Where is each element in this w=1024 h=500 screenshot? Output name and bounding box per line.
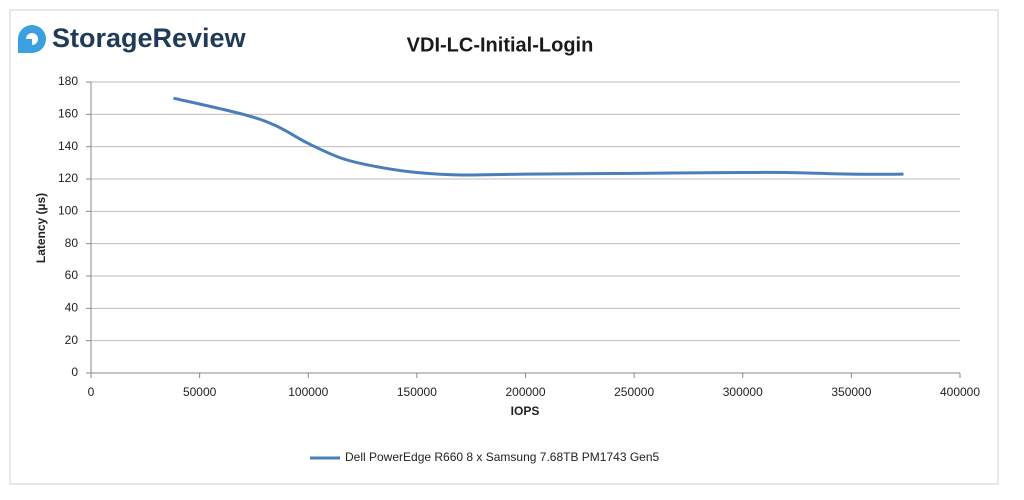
y-tick-label: 180 [58, 74, 78, 88]
logo-icon [18, 25, 46, 53]
y-axis-title: Latency (µs) [34, 193, 48, 263]
x-tick-label: 0 [88, 385, 95, 399]
x-tick-label: 350000 [831, 385, 871, 399]
chart-title: VDI-LC-Initial-Login [407, 34, 594, 56]
y-tick-label: 20 [65, 333, 79, 347]
y-tick-label: 100 [58, 204, 78, 218]
y-tick-label: 0 [71, 365, 78, 379]
x-tick-label: 50000 [183, 385, 217, 399]
y-tick-label: 80 [65, 236, 79, 250]
y-tick-label: 60 [65, 268, 79, 282]
x-axis-title: IOPS [511, 404, 540, 418]
x-tick-label: 200000 [505, 385, 545, 399]
x-tick-label: 250000 [614, 385, 654, 399]
y-tick-label: 120 [58, 171, 78, 185]
y-tick-label: 140 [58, 139, 78, 153]
y-tick-label: 40 [65, 301, 79, 315]
y-tick-label: 160 [58, 107, 78, 121]
logo-text: StorageReview [52, 23, 247, 53]
series-line [173, 96, 904, 177]
legend-label: Dell PowerEdge R660 8 x Samsung 7.68TB P… [345, 450, 660, 464]
x-tick-label: 150000 [397, 385, 437, 399]
x-tick-label: 400000 [940, 385, 980, 399]
chart-frame [9, 9, 999, 485]
x-tick-label: 100000 [288, 385, 328, 399]
x-tick-label: 300000 [723, 385, 763, 399]
